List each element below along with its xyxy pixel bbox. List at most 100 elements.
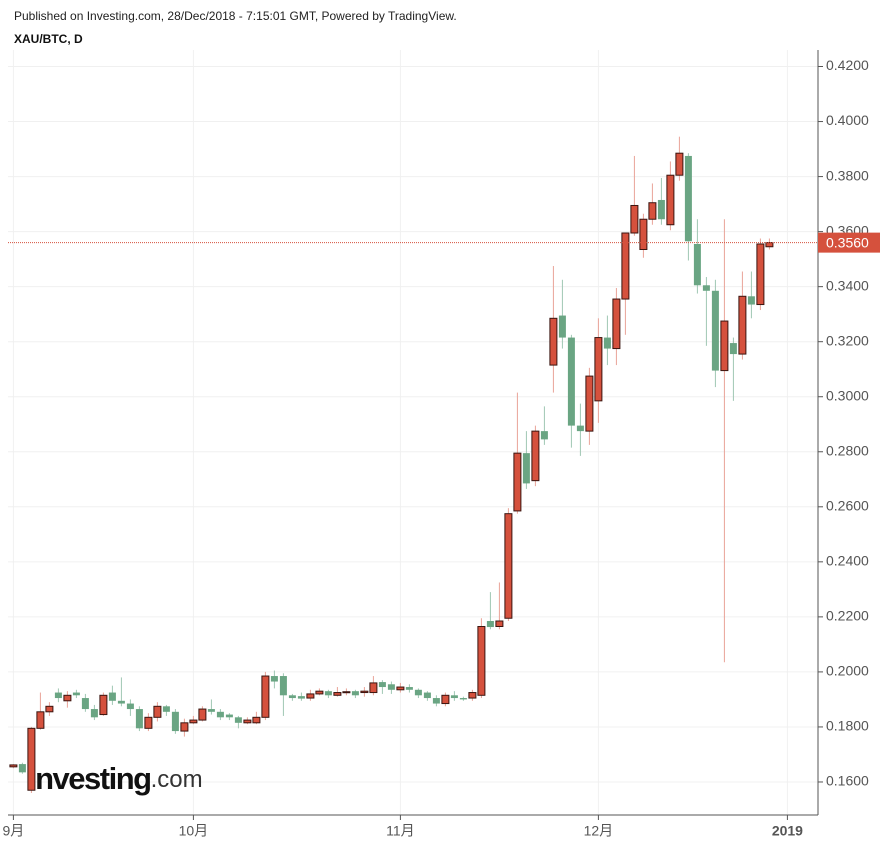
watermark: Investing.com [28, 761, 203, 796]
candle-body [747, 296, 755, 305]
candle-body [135, 709, 143, 729]
candle-body [567, 337, 575, 426]
candle-body [459, 698, 467, 700]
candle-body [756, 243, 765, 306]
y-tick-label: 0.2800 [826, 442, 869, 458]
candle-body [369, 682, 378, 694]
candle-body [396, 686, 405, 691]
candle-body [27, 727, 36, 791]
last-price-label: 0.3560 [826, 234, 869, 250]
candle-body [657, 199, 665, 220]
candle-body [405, 687, 413, 690]
candle-body [603, 337, 611, 349]
candle-body [279, 676, 287, 696]
candle-body [675, 152, 684, 176]
candle-body [171, 711, 179, 732]
candle-body [531, 430, 540, 482]
candle-body [684, 155, 692, 242]
candle-body [324, 691, 332, 696]
candle-body [261, 675, 270, 718]
candle-body [36, 711, 45, 729]
candle-body [549, 317, 558, 366]
candle-body [360, 690, 369, 694]
candle-body [63, 694, 72, 702]
candle-body [612, 298, 621, 350]
candle-body [162, 706, 170, 712]
candle-body [648, 202, 657, 220]
candle-body [486, 620, 494, 628]
candle-body [81, 698, 89, 710]
x-tick-label: 12月 [584, 823, 614, 839]
watermark-domain: .com [151, 766, 203, 793]
candle-body [180, 722, 189, 732]
candle-body [198, 708, 207, 721]
y-tick-label: 0.3000 [826, 387, 869, 403]
candle-body [639, 218, 648, 251]
candle-body [126, 703, 134, 710]
candle-body [387, 684, 395, 690]
header: Published on Investing.com, 28/Dec/2018 … [14, 9, 457, 23]
candle-body [477, 626, 486, 696]
candle-body [693, 244, 701, 286]
candle-body [207, 709, 215, 712]
y-tick-label: 0.1600 [826, 773, 869, 789]
x-tick-label: 10月 [179, 823, 209, 839]
candle-body [513, 452, 522, 512]
candle-body [576, 425, 584, 432]
candle-body [243, 719, 252, 724]
y-tick-label: 0.4200 [826, 57, 869, 73]
candle-body [45, 705, 54, 713]
candle-body [315, 690, 324, 695]
candle-body [495, 620, 504, 628]
candle-body [99, 694, 108, 716]
y-tick-label: 0.2200 [826, 608, 869, 624]
candle-body [18, 764, 26, 773]
y-tick-label: 0.4000 [826, 112, 869, 128]
y-tick-label: 0.3200 [826, 332, 869, 348]
candle-body [90, 709, 98, 718]
y-tick-label: 0.3800 [826, 167, 869, 183]
candle-body [306, 693, 315, 699]
candle-body [117, 700, 125, 704]
candle-body [630, 204, 639, 234]
x-tick-label: 2019 [772, 823, 803, 839]
candle-body [234, 717, 242, 723]
candle-body [702, 285, 710, 291]
candle-body [729, 343, 737, 355]
candle-body [378, 682, 386, 688]
candle-body [153, 705, 162, 718]
candle-body [333, 692, 342, 696]
candle-body [720, 320, 729, 372]
y-tick-label: 0.3400 [826, 277, 869, 293]
candle-body [288, 695, 296, 699]
y-tick-label: 0.2600 [826, 498, 869, 514]
candle-body [594, 337, 603, 402]
candle-body [540, 431, 548, 440]
symbol-title: XAU/BTC, D [14, 32, 83, 46]
candle-body [468, 692, 477, 699]
candle-body [297, 696, 305, 699]
candle-body [621, 232, 630, 300]
candle-body [423, 692, 431, 699]
x-tick-label: 9月 [3, 823, 25, 839]
candle-body [216, 711, 224, 718]
candle-body [351, 691, 359, 696]
candle-body [432, 698, 440, 704]
candle-body [252, 716, 261, 724]
candle-body [711, 290, 719, 371]
candle-body [9, 764, 18, 768]
x-tick-label: 11月 [386, 823, 415, 839]
y-tick-label: 0.1800 [826, 718, 869, 734]
candle-body [342, 691, 351, 694]
candle-body [54, 692, 62, 699]
candle-body [441, 694, 450, 705]
y-tick-label: 0.2400 [826, 553, 869, 569]
candle-body [666, 174, 675, 226]
candle-body [270, 676, 278, 682]
last-price-tag [818, 232, 880, 253]
candle-body [414, 689, 422, 696]
candle-body [144, 716, 153, 729]
candle-body [765, 242, 774, 248]
y-tick-label: 0.2000 [826, 663, 869, 679]
